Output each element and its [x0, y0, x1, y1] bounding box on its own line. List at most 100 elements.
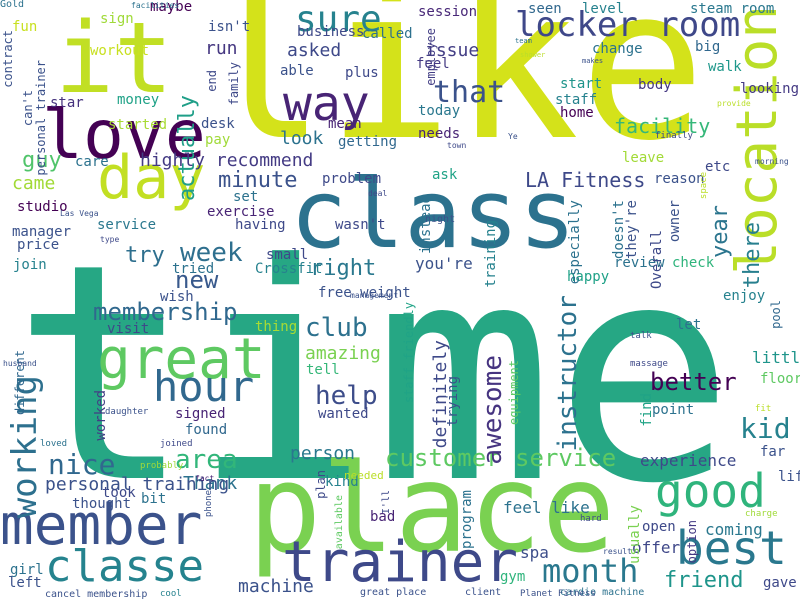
word-day: day — [97, 143, 206, 213]
word-feel-like: feel like — [503, 498, 590, 517]
word-coming: coming — [705, 520, 763, 539]
word-team: team — [515, 37, 532, 45]
word-start: start — [560, 76, 603, 92]
word-facility: facility — [614, 114, 711, 138]
word-floor: floor — [760, 371, 800, 387]
word-planet-fitness: Planet Fitness — [520, 589, 596, 599]
word-probably: probably — [140, 461, 184, 471]
word-cool: cool — [160, 589, 182, 599]
word-customer-service: customer service — [385, 444, 617, 472]
word-massage: massage — [630, 359, 668, 369]
word-las-vega: Las Vega — [60, 209, 99, 218]
word-set: set — [233, 189, 259, 205]
word-manager: manager — [12, 224, 72, 240]
word-employee: employee — [424, 28, 438, 86]
word-daughter: daughter — [105, 407, 149, 417]
word-help: help — [315, 381, 378, 411]
word-fact: fact — [195, 474, 215, 483]
word-member: member — [0, 493, 203, 558]
word-cardio-machine: cardio machine — [560, 587, 645, 598]
word-month: month — [542, 552, 639, 590]
word-facilities: facilities — [131, 1, 180, 10]
word-small: small — [266, 247, 309, 263]
word-option: option — [685, 520, 699, 564]
word-studio: studio — [17, 199, 68, 215]
word-run: run — [205, 38, 238, 59]
word-session: session — [418, 4, 478, 20]
word-actually: actually — [175, 95, 200, 201]
word-year: year — [708, 205, 733, 258]
word-maybe: maybe — [150, 0, 193, 15]
word-hour: hour — [153, 362, 255, 411]
word-found: found — [185, 422, 228, 438]
word-problem: problem — [322, 171, 382, 187]
word-right: right — [310, 256, 377, 281]
word-equipment: equipment — [507, 360, 521, 426]
word-home: home — [560, 105, 594, 121]
word-nice: nice — [48, 448, 116, 481]
word-little: little — [752, 348, 800, 367]
word-la-fitness: LA Fitness — [525, 168, 646, 192]
word-today: today — [418, 103, 461, 119]
word-wanted: wanted — [318, 406, 369, 422]
word-guy: guy — [22, 148, 62, 173]
word-overall: Overall — [649, 230, 665, 290]
word-morning: morning — [755, 157, 789, 166]
word-seen: seen — [528, 1, 562, 17]
word-getting: getting — [338, 134, 398, 150]
word-workout: workout — [90, 43, 150, 59]
word-signed: signed — [175, 406, 226, 422]
word-service: service — [97, 217, 157, 233]
word-family: family — [227, 62, 241, 106]
word-came: came — [12, 173, 56, 194]
word-ask: ask — [432, 167, 458, 183]
word-talk: talk — [630, 331, 652, 341]
word-owner: owner — [667, 200, 683, 243]
word-pay: pay — [205, 132, 231, 148]
word-management: management — [350, 291, 399, 300]
word-highly-recommend: highly recommend — [140, 150, 314, 171]
word-tried: tried — [172, 261, 215, 277]
word-try: try — [125, 243, 165, 268]
word-husband: husband — [3, 359, 37, 368]
word-person: person — [290, 443, 356, 464]
word-love: love — [42, 96, 206, 175]
word-kind: kind — [325, 474, 359, 490]
word-check: check — [672, 255, 715, 271]
word-care: care — [75, 154, 109, 170]
word-took: took — [102, 485, 136, 501]
word-result: result — [603, 547, 632, 556]
word-great-place: great place — [360, 587, 427, 598]
word-star: star — [50, 95, 84, 111]
word-client: client — [465, 587, 502, 598]
word-class: class — [290, 160, 576, 270]
word-thank: Thank — [183, 473, 238, 494]
word-etc: etc — [705, 159, 731, 175]
word-night: night — [425, 214, 456, 225]
word-let: let — [676, 317, 702, 333]
word-great: great — [97, 327, 266, 392]
word-program: program — [459, 490, 475, 550]
word-finally: finally — [655, 131, 693, 141]
word-it: it — [55, 2, 174, 116]
word-ye: Ye — [508, 132, 518, 141]
word-having: having — [235, 217, 286, 233]
word-machine: machine — [238, 576, 314, 597]
word-amazing: amazing — [305, 343, 381, 364]
word-enjoy: enjoy — [723, 288, 766, 304]
word-mean: mean — [328, 116, 362, 132]
word-they-re: they're — [624, 200, 640, 260]
word-instructor: instructor — [553, 295, 583, 452]
word-plus: plus — [345, 65, 379, 81]
word-experience: experience — [640, 451, 737, 470]
word-walk: walk — [708, 59, 742, 75]
word-contract: contract — [1, 30, 15, 88]
word-personal-training: personal training — [45, 474, 230, 495]
word-trying: trying — [445, 376, 461, 427]
word-way: way — [283, 76, 370, 132]
word-space: space — [699, 172, 709, 200]
word-phone: phone — [204, 490, 214, 518]
word-life: life — [778, 469, 800, 485]
word-open: open — [642, 519, 676, 535]
